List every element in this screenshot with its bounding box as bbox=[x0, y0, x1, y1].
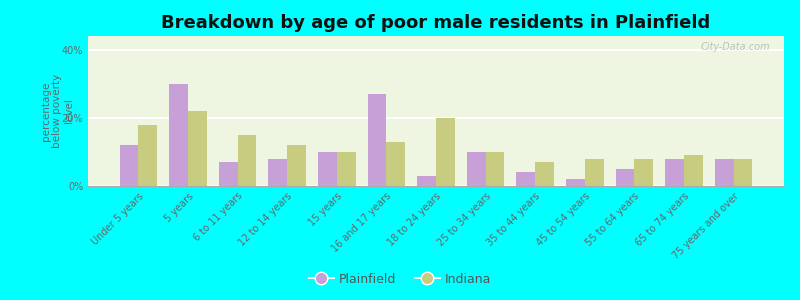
Bar bbox=[386, 142, 406, 186]
Bar bbox=[535, 162, 554, 186]
Bar bbox=[665, 159, 684, 186]
Legend: Plainfield, Indiana: Plainfield, Indiana bbox=[304, 268, 496, 291]
Bar bbox=[585, 159, 604, 186]
Text: City-Data.com: City-Data.com bbox=[701, 42, 770, 52]
Bar bbox=[634, 159, 653, 186]
Bar bbox=[714, 159, 734, 186]
Bar bbox=[417, 176, 436, 186]
Bar bbox=[367, 94, 386, 186]
Bar bbox=[486, 152, 505, 186]
Bar bbox=[615, 169, 634, 186]
Bar bbox=[287, 145, 306, 186]
Bar bbox=[337, 152, 356, 186]
Bar bbox=[238, 135, 257, 186]
Y-axis label: percentage
below poverty
level: percentage below poverty level bbox=[41, 74, 74, 148]
Bar bbox=[188, 111, 207, 186]
Bar bbox=[318, 152, 337, 186]
Bar bbox=[734, 159, 752, 186]
Bar bbox=[436, 118, 455, 186]
Title: Breakdown by age of poor male residents in Plainfield: Breakdown by age of poor male residents … bbox=[162, 14, 710, 32]
Bar bbox=[684, 155, 702, 186]
Bar bbox=[170, 84, 188, 186]
Bar bbox=[466, 152, 486, 186]
Bar bbox=[268, 159, 287, 186]
Bar bbox=[219, 162, 238, 186]
Bar bbox=[566, 179, 585, 186]
Bar bbox=[120, 145, 138, 186]
Bar bbox=[138, 124, 158, 186]
Bar bbox=[516, 172, 535, 186]
